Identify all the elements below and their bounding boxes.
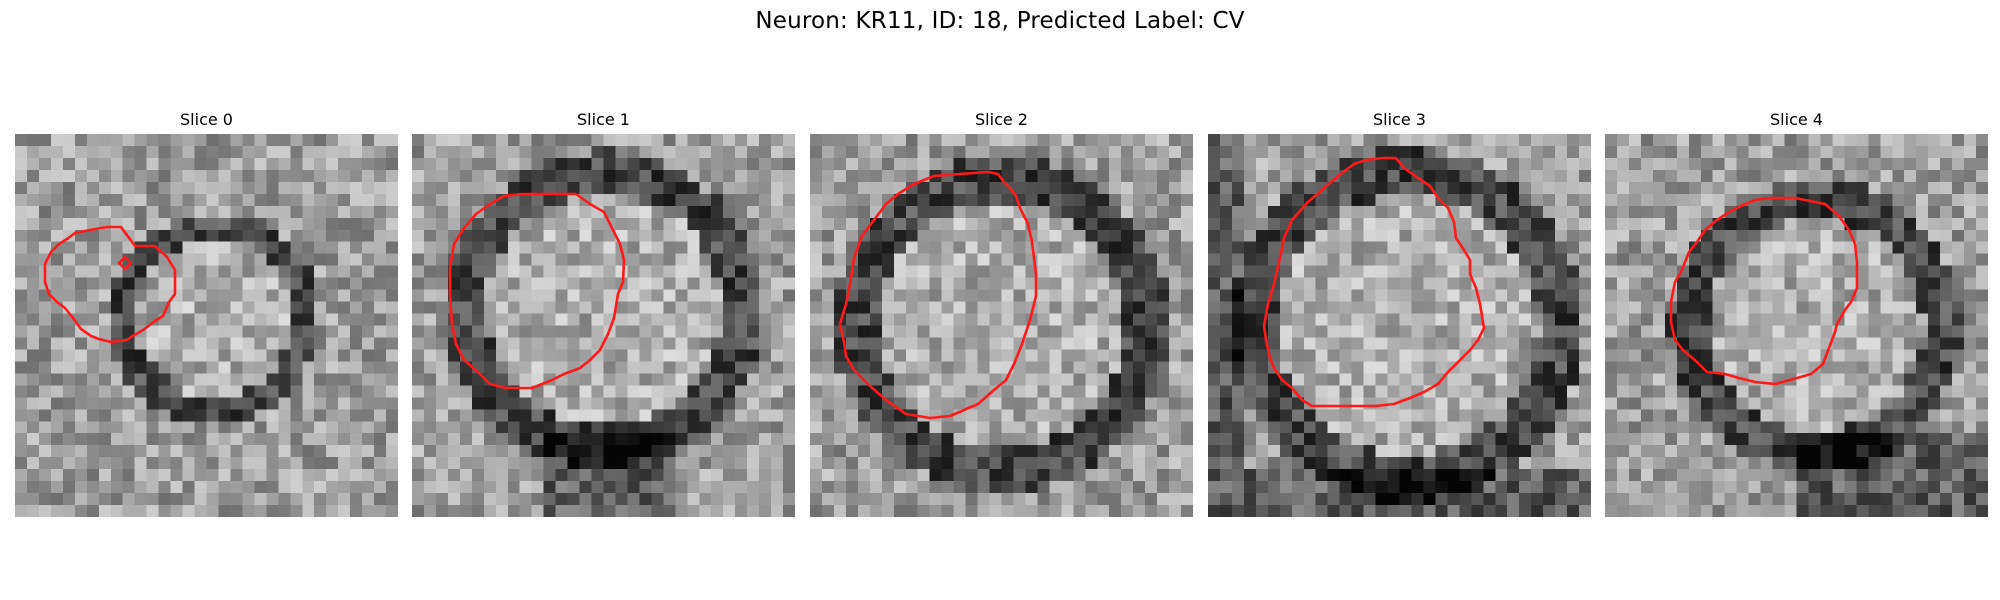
slice-title: Slice 2 xyxy=(975,110,1028,129)
slice-panel: Slice 1 xyxy=(412,108,795,517)
segmentation-contour xyxy=(448,192,626,390)
slice-title: Slice 1 xyxy=(577,110,630,129)
segmentation-contour xyxy=(1262,156,1486,408)
microscopy-image xyxy=(1605,134,1988,517)
figure-title: Neuron: KR11, ID: 18, Predicted Label: C… xyxy=(755,8,1245,34)
microscopy-image xyxy=(810,134,1193,517)
segmentation-contour xyxy=(838,170,1038,420)
slice-panel: Slice 4 xyxy=(1605,108,1988,517)
slice-panel: Slice 3 xyxy=(1208,108,1591,517)
slice-title: Slice 3 xyxy=(1373,110,1426,129)
segmentation-contour xyxy=(43,225,177,344)
microscopy-image xyxy=(15,134,398,517)
slice-panel: Slice 2 xyxy=(810,108,1193,517)
segmentation-contour-small xyxy=(117,255,133,271)
slice-title: Slice 4 xyxy=(1770,110,1823,129)
slice-panel: Slice 0 xyxy=(15,108,398,517)
segmentation-contour xyxy=(1669,196,1859,386)
slice-title: Slice 0 xyxy=(180,110,233,129)
microscopy-image xyxy=(412,134,795,517)
microscopy-image xyxy=(1208,134,1591,517)
